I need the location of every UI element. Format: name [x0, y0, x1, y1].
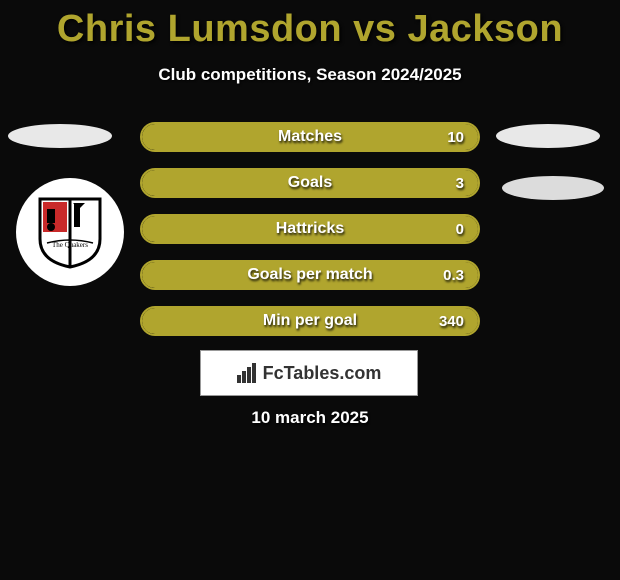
- player-slot-left: [8, 124, 112, 148]
- stat-bar-hattricks: Hattricks 0: [140, 214, 480, 244]
- bar-value: 340: [439, 313, 464, 330]
- player-slot-right-2: [502, 176, 604, 200]
- shield-icon: The Quakers: [37, 195, 103, 269]
- bar-value: 10: [447, 129, 464, 146]
- stat-bar-goals-per-match: Goals per match 0.3: [140, 260, 480, 290]
- bar-chart-icon: [237, 363, 259, 383]
- stat-bar-min-per-goal: Min per goal 340: [140, 306, 480, 336]
- subtitle: Club competitions, Season 2024/2025: [0, 65, 620, 85]
- bar-label: Goals: [288, 174, 332, 192]
- bar-value: 0.3: [443, 267, 464, 284]
- stat-bar-goals: Goals 3: [140, 168, 480, 198]
- player-slot-right-1: [496, 124, 600, 148]
- bar-label: Goals per match: [247, 266, 372, 284]
- brand-watermark[interactable]: FcTables.com: [200, 350, 418, 396]
- stats-bars: Matches 10 Goals 3 Hattricks 0 Goals per…: [140, 122, 480, 352]
- stat-bar-matches: Matches 10: [140, 122, 480, 152]
- bar-label: Hattricks: [276, 220, 344, 238]
- bar-label: Matches: [278, 128, 342, 146]
- brand-text: FcTables.com: [263, 363, 382, 384]
- date-text: 10 march 2025: [0, 408, 620, 428]
- bar-value: 0: [456, 221, 464, 238]
- club-crest: The Quakers: [16, 178, 124, 286]
- page-title: Chris Lumsdon vs Jackson: [0, 0, 620, 51]
- svg-text:The Quakers: The Quakers: [52, 241, 88, 249]
- bar-value: 3: [456, 175, 464, 192]
- bar-label: Min per goal: [263, 312, 357, 330]
